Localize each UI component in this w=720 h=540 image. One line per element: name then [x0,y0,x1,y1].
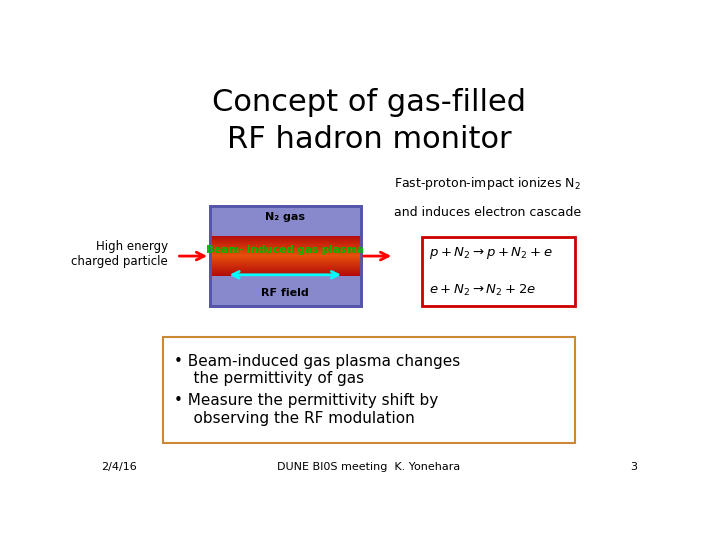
Text: RF field: RF field [261,288,309,299]
FancyBboxPatch shape [210,244,361,245]
Text: Fast-proton-impact ionizes N$_2$: Fast-proton-impact ionizes N$_2$ [394,175,581,192]
FancyBboxPatch shape [210,260,361,261]
FancyBboxPatch shape [210,265,361,266]
Text: • Measure the permittivity shift by
    observing the RF modulation: • Measure the permittivity shift by obse… [174,393,438,426]
Text: 3: 3 [630,462,637,472]
FancyBboxPatch shape [210,246,361,247]
Text: Beam- induced gas plasma: Beam- induced gas plasma [206,245,364,255]
FancyBboxPatch shape [210,238,361,239]
Text: 2/4/16: 2/4/16 [101,462,137,472]
Text: N₂ gas: N₂ gas [265,212,305,222]
FancyBboxPatch shape [210,256,361,258]
Text: High energy
charged particle: High energy charged particle [71,240,168,268]
FancyBboxPatch shape [163,337,575,443]
FancyBboxPatch shape [210,254,361,255]
FancyBboxPatch shape [210,245,361,246]
FancyBboxPatch shape [210,247,361,248]
Text: $p + N_2 \rightarrow p + N_2 + e$: $p + N_2 \rightarrow p + N_2 + e$ [428,245,552,261]
FancyBboxPatch shape [210,267,361,268]
FancyBboxPatch shape [210,268,361,270]
FancyBboxPatch shape [210,239,361,240]
Text: $\mu$: $\mu$ [26,30,50,64]
FancyBboxPatch shape [210,240,361,241]
FancyBboxPatch shape [210,266,361,267]
FancyBboxPatch shape [210,259,361,260]
FancyBboxPatch shape [210,206,361,306]
FancyBboxPatch shape [210,261,361,262]
Text: DUNE BI0S meeting  K. Yonehara: DUNE BI0S meeting K. Yonehara [277,462,461,472]
FancyBboxPatch shape [210,264,361,265]
FancyBboxPatch shape [210,253,361,254]
FancyBboxPatch shape [210,242,361,243]
Text: RF hadron monitor: RF hadron monitor [227,125,511,154]
FancyBboxPatch shape [210,255,361,257]
Text: Concept of gas-filled: Concept of gas-filled [212,87,526,117]
FancyBboxPatch shape [210,248,361,249]
FancyBboxPatch shape [210,237,361,238]
Text: $e + N_2 \rightarrow N_2 + 2e$: $e + N_2 \rightarrow N_2 + 2e$ [428,282,536,298]
Text: • Beam-induced gas plasma changes
    the permittivity of gas: • Beam-induced gas plasma changes the pe… [174,354,460,386]
FancyBboxPatch shape [210,251,361,252]
FancyBboxPatch shape [210,268,361,269]
FancyBboxPatch shape [210,272,361,273]
FancyBboxPatch shape [210,248,361,250]
FancyBboxPatch shape [210,255,361,256]
FancyBboxPatch shape [210,252,361,253]
Text: and induces electron cascade: and induces electron cascade [394,206,581,219]
FancyBboxPatch shape [422,238,575,306]
FancyBboxPatch shape [210,271,361,272]
FancyBboxPatch shape [210,258,361,259]
FancyBboxPatch shape [210,235,361,237]
FancyBboxPatch shape [210,262,361,264]
FancyBboxPatch shape [210,242,361,244]
FancyBboxPatch shape [210,275,361,276]
FancyBboxPatch shape [210,269,361,271]
FancyBboxPatch shape [210,273,361,274]
FancyBboxPatch shape [210,262,361,263]
FancyBboxPatch shape [210,249,361,251]
FancyBboxPatch shape [210,274,361,275]
FancyBboxPatch shape [210,241,361,242]
